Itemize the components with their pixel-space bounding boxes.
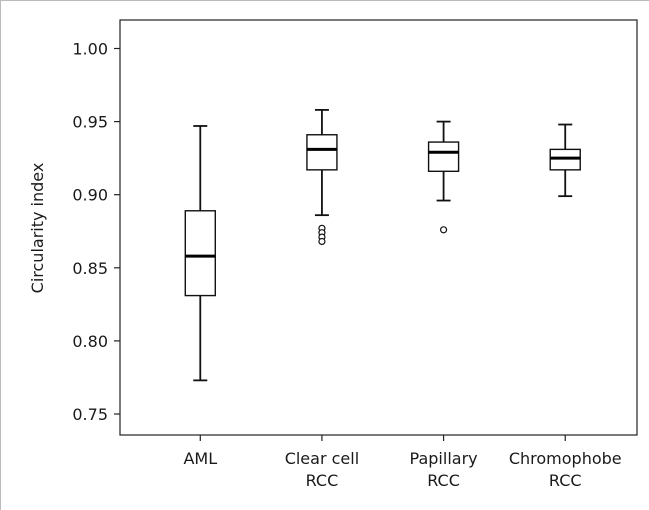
y-axis-label: Circularity index: [28, 163, 47, 294]
y-tick-label: 0.95: [72, 113, 108, 132]
box: [427, 141, 460, 173]
y-tick-label: 0.85: [72, 259, 108, 278]
x-tick-label: Papillary: [410, 449, 478, 468]
x-tick-label: RCC: [306, 471, 339, 490]
box-group: [184, 125, 216, 382]
box-group: [549, 123, 581, 198]
box-group: [427, 120, 460, 234]
y-tick-label: 0.80: [72, 332, 108, 351]
x-tick-label: Chromophobe: [509, 449, 622, 468]
y-tick-label: 1.00: [72, 40, 108, 59]
outlier-point: [439, 226, 448, 234]
y-tick-label: 0.75: [72, 405, 108, 424]
figure-frame-left: [0, 0, 1, 510]
outlier-point: [318, 237, 326, 246]
y-tick-label: 0.90: [72, 186, 108, 205]
x-tick-label: RCC: [427, 471, 460, 490]
boxes: [184, 109, 581, 382]
x-tick-label: Clear cell: [285, 449, 359, 468]
figure-frame-top: [0, 0, 649, 1]
x-tick-label: AML: [183, 449, 217, 468]
box-group: [306, 109, 338, 246]
x-axis: AML Clear cell RCC Papillary RCC Chromophobe R…: [183, 435, 622, 490]
box: [306, 134, 338, 171]
y-axis: 0.75 0.80 0.85 0.90 0.95 1.00: [72, 40, 120, 424]
x-tick-label: RCC: [549, 471, 582, 490]
plot-area-border: [119, 19, 638, 436]
box: [184, 210, 216, 297]
